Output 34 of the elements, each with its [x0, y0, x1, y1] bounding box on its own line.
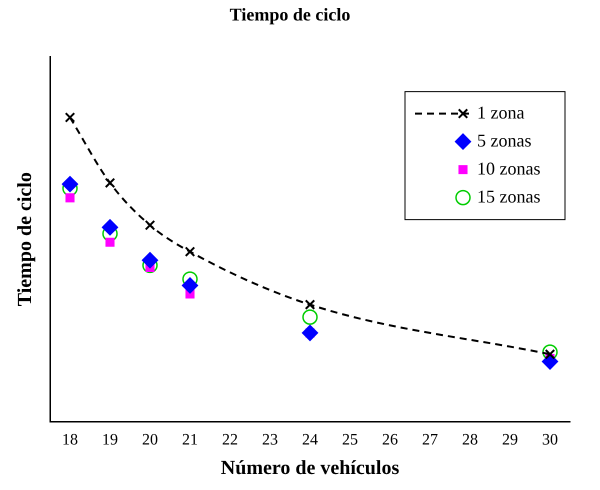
- x-tick-label: 23: [262, 432, 278, 449]
- x-tick-label: 30: [542, 432, 558, 449]
- x-tick-label: 24: [302, 432, 318, 449]
- legend-label: 5 zonas: [477, 130, 532, 150]
- point: [102, 219, 118, 236]
- x-tick-label: 21: [182, 432, 198, 449]
- legend-label: 15 zonas: [477, 186, 540, 206]
- x-tick-label: 18: [62, 432, 78, 449]
- x-tick-label: 28: [462, 432, 478, 449]
- point: [184, 246, 196, 257]
- x-tick-label: 19: [102, 432, 118, 449]
- legend-label: 1 zona: [477, 102, 524, 122]
- point: [65, 193, 75, 202]
- chart-title: Tiempo de ciclo: [230, 4, 350, 24]
- y-axis-title: Tiempo de ciclo: [14, 172, 36, 306]
- legend-label: 10 zonas: [477, 158, 540, 178]
- point: [105, 238, 115, 247]
- point: [542, 344, 558, 360]
- x-axis-title: Número de vehículos: [220, 457, 400, 480]
- x-tick-label: 29: [502, 432, 518, 449]
- point: [64, 112, 76, 123]
- point: [144, 220, 156, 230]
- point: [142, 252, 158, 268]
- point: [304, 299, 316, 310]
- x-tick-label: 20: [142, 432, 158, 449]
- x-tick-label: 26: [382, 432, 398, 449]
- point: [62, 176, 78, 192]
- x-tick-label: 25: [342, 432, 358, 449]
- x-tick-label: 27: [422, 432, 438, 449]
- point: [182, 277, 198, 294]
- x-tick-label: 22: [222, 432, 238, 449]
- point: [302, 324, 318, 341]
- point: [104, 178, 116, 188]
- point: [302, 309, 318, 325]
